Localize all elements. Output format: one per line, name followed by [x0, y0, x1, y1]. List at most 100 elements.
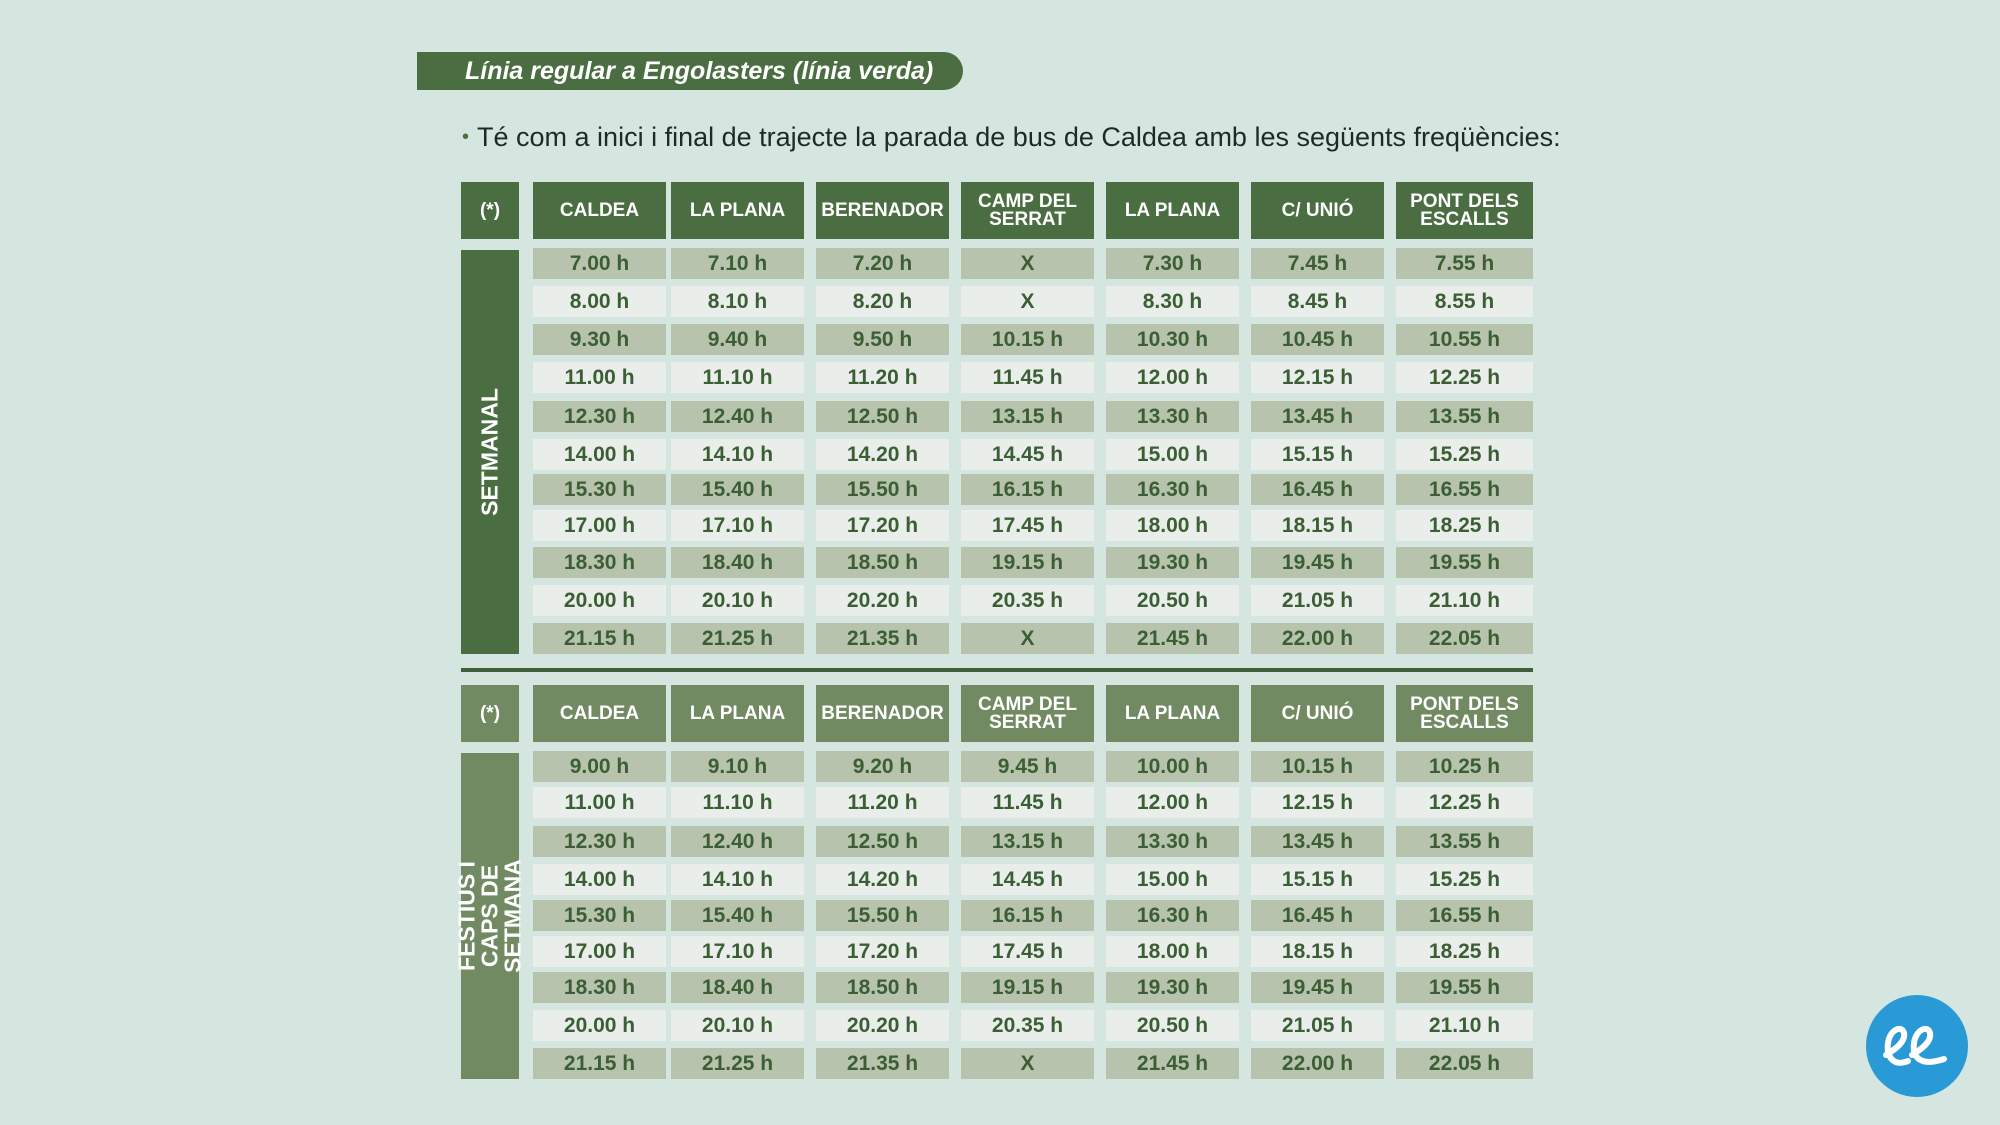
- weekday-label-text: SETMANAL: [476, 388, 503, 516]
- time-cell: 20.20 h: [816, 585, 949, 616]
- table-row: 11.00 h 11.10 h 11.20 h 11.45 h 12.00 h 12.15…: [533, 362, 1533, 393]
- time-cell: 15.50 h: [816, 900, 949, 931]
- time-cell: 12.00 h: [1106, 362, 1239, 393]
- time-cell: 12.40 h: [671, 826, 804, 857]
- table-row: 12.30 h 12.40 h 12.50 h 13.15 h 13.30 h 13.45…: [533, 826, 1533, 857]
- time-cell: X: [961, 623, 1094, 654]
- time-cell: X: [961, 286, 1094, 317]
- time-cell: 8.45 h: [1251, 286, 1384, 317]
- time-cell: 11.00 h: [533, 787, 666, 818]
- time-cell: 8.30 h: [1106, 286, 1239, 317]
- table-row: 17.00 h 17.10 h 17.20 h 17.45 h 18.00 h 18.15…: [533, 510, 1533, 541]
- time-cell: 22.00 h: [1251, 1048, 1384, 1079]
- table-row: 12.30 h 12.40 h 12.50 h 13.15 h 13.30 h 13.45…: [533, 401, 1533, 432]
- time-cell: 17.10 h: [671, 936, 804, 967]
- section-divider: [461, 668, 1533, 672]
- header-stop-4: CAMP DEL SERRAT: [961, 182, 1094, 239]
- time-cell: 18.15 h: [1251, 510, 1384, 541]
- time-cell: 17.45 h: [961, 936, 1094, 967]
- time-cell: 12.50 h: [816, 401, 949, 432]
- intro-text-content: Té com a inici i final de trajecte la pa…: [477, 122, 1561, 152]
- table-row: 20.00 h 20.10 h 20.20 h 20.35 h 20.50 h 21.05…: [533, 585, 1533, 616]
- intro-text: • Té com a inici i final de trajecte la p…: [462, 122, 1561, 153]
- time-cell: 14.20 h: [816, 439, 949, 470]
- time-cell: 7.00 h: [533, 248, 666, 279]
- time-cell: 18.00 h: [1106, 510, 1239, 541]
- time-cell: 12.15 h: [1251, 787, 1384, 818]
- time-cell: 7.55 h: [1396, 248, 1533, 279]
- time-cell: 7.30 h: [1106, 248, 1239, 279]
- time-cell: 17.10 h: [671, 510, 804, 541]
- time-cell: 18.00 h: [1106, 936, 1239, 967]
- time-cell: 20.35 h: [961, 1010, 1094, 1041]
- time-cell: 21.05 h: [1251, 585, 1384, 616]
- header-stop-6: C/ UNIÓ: [1251, 685, 1384, 742]
- time-cell: 19.30 h: [1106, 547, 1239, 578]
- time-cell: 9.10 h: [671, 751, 804, 782]
- time-cell: 16.45 h: [1251, 474, 1384, 505]
- time-cell: 20.10 h: [671, 585, 804, 616]
- time-cell: 22.00 h: [1251, 623, 1384, 654]
- time-cell: 12.15 h: [1251, 362, 1384, 393]
- logo: [1866, 995, 1968, 1097]
- time-cell: 16.30 h: [1106, 900, 1239, 931]
- time-cell: 12.30 h: [533, 401, 666, 432]
- time-cell: 13.45 h: [1251, 826, 1384, 857]
- time-cell: 22.05 h: [1396, 623, 1533, 654]
- time-cell: X: [961, 248, 1094, 279]
- time-cell: 16.55 h: [1396, 474, 1533, 505]
- time-cell: 11.45 h: [961, 362, 1094, 393]
- time-cell: 10.55 h: [1396, 324, 1533, 355]
- time-cell: 9.45 h: [961, 751, 1094, 782]
- header-stop-7: PONT DELS ESCALLS: [1396, 182, 1533, 239]
- time-cell: 18.40 h: [671, 547, 804, 578]
- time-cell: 10.30 h: [1106, 324, 1239, 355]
- time-cell: 21.15 h: [533, 623, 666, 654]
- header-stop-2: LA PLANA: [671, 685, 804, 742]
- table-row: 15.30 h 15.40 h 15.50 h 16.15 h 16.30 h 16.45…: [533, 900, 1533, 931]
- table-row: 9.00 h 9.10 h 9.20 h 9.45 h 10.00 h 10.15 h 10…: [533, 751, 1533, 782]
- time-cell: 16.15 h: [961, 474, 1094, 505]
- time-cell: 13.55 h: [1396, 401, 1533, 432]
- time-cell: 21.25 h: [671, 623, 804, 654]
- time-cell: 18.50 h: [816, 972, 949, 1003]
- time-cell: 13.55 h: [1396, 826, 1533, 857]
- time-cell: 15.15 h: [1251, 864, 1384, 895]
- time-cell: 18.25 h: [1396, 936, 1533, 967]
- time-cell: 9.40 h: [671, 324, 804, 355]
- header-stop-4: CAMP DEL SERRAT: [961, 685, 1094, 742]
- time-cell: 14.45 h: [961, 864, 1094, 895]
- time-cell: 21.35 h: [816, 1048, 949, 1079]
- time-cell: 17.20 h: [816, 510, 949, 541]
- time-cell: 13.15 h: [961, 826, 1094, 857]
- table-row: 18.30 h 18.40 h 18.50 h 19.15 h 19.30 h 19.45…: [533, 972, 1533, 1003]
- header-stop-5: LA PLANA: [1106, 685, 1239, 742]
- time-cell: 12.25 h: [1396, 362, 1533, 393]
- time-cell: 17.00 h: [533, 510, 666, 541]
- time-cell: 10.15 h: [961, 324, 1094, 355]
- time-cell: 17.20 h: [816, 936, 949, 967]
- table-row: 8.00 h 8.10 h 8.20 h X 8.30 h 8.45 h 8.55 h: [533, 286, 1533, 317]
- time-cell: 18.15 h: [1251, 936, 1384, 967]
- header-note-marker: (*): [461, 182, 519, 239]
- time-cell: 12.25 h: [1396, 787, 1533, 818]
- weekend-label-text: FESTIUS I CAPS DE SETMANA: [453, 859, 526, 973]
- time-cell: 10.25 h: [1396, 751, 1533, 782]
- time-cell: 10.15 h: [1251, 751, 1384, 782]
- time-cell: 12.40 h: [671, 401, 804, 432]
- weekday-timetable: (*) CALDEA LA PLANA BERENADOR CAMP DEL SERRA…: [461, 182, 1533, 654]
- time-cell: 21.45 h: [1106, 1048, 1239, 1079]
- time-cell: 19.15 h: [961, 547, 1094, 578]
- table-row: 7.00 h 7.10 h 7.20 h X 7.30 h 7.45 h 7.55 h: [533, 248, 1533, 279]
- table-row: 9.30 h 9.40 h 9.50 h 10.15 h 10.30 h 10.45 h 1…: [533, 324, 1533, 355]
- time-cell: 8.55 h: [1396, 286, 1533, 317]
- time-cell: 14.20 h: [816, 864, 949, 895]
- header-stop-1: CALDEA: [533, 182, 666, 239]
- header-stop-6: C/ UNIÓ: [1251, 182, 1384, 239]
- weekend-timetable: (*) CALDEA LA PLANA BERENADOR CAMP DEL SERRA…: [454, 685, 1533, 1082]
- header-stop-3: BERENADOR: [816, 685, 949, 742]
- ee-logo-icon: [1883, 1025, 1947, 1066]
- time-cell: 15.25 h: [1396, 439, 1533, 470]
- time-cell: 9.20 h: [816, 751, 949, 782]
- time-cell: 22.05 h: [1396, 1048, 1533, 1079]
